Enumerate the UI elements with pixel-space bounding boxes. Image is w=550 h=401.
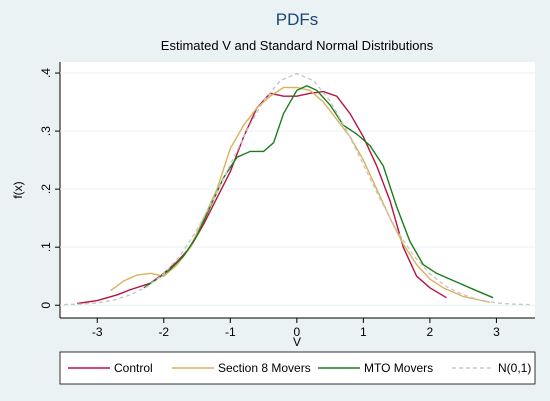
y-tick-label: .4 (39, 68, 53, 78)
y-tick-label: .2 (39, 184, 53, 194)
x-axis-label: V (293, 335, 301, 349)
x-tick-label: 1 (360, 325, 367, 339)
y-tick-label: .3 (39, 126, 53, 136)
legend-label: Control (114, 361, 153, 375)
x-tick-label: -3 (92, 325, 103, 339)
x-tick-label: 0 (293, 325, 300, 339)
y-tick-label: .1 (39, 242, 53, 252)
line-series (143, 85, 494, 299)
chart-subtitle: Estimated V and Standard Normal Distribu… (161, 38, 434, 53)
x-tick-label: 2 (427, 325, 434, 339)
y-axis-label: f(x) (11, 181, 25, 198)
legend-label: Section 8 Movers (218, 361, 311, 375)
legend-label: MTO Movers (364, 361, 433, 375)
chart-title: PDFs (276, 10, 319, 29)
legend-label: N(0,1) (498, 361, 531, 375)
x-tick-label: -1 (225, 325, 236, 339)
line-series (110, 86, 490, 303)
x-tick-label: -2 (158, 325, 169, 339)
plot-area (60, 62, 535, 318)
y-tick-label: 0 (39, 302, 53, 309)
line-series (63, 72, 530, 306)
x-tick-label: 3 (493, 325, 500, 339)
